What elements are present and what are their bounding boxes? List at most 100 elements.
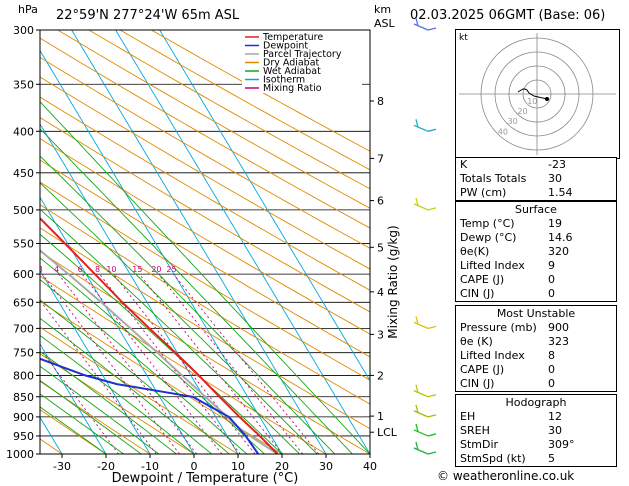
pressure-tick-label: 700 [13, 322, 34, 335]
pressure-tick-label: 300 [13, 24, 34, 37]
dry-adiabat-line [57, 30, 370, 209]
altitude-tick-label: LCL [377, 426, 398, 439]
temperature-tick-label: 0 [191, 460, 198, 473]
wet-adiabat-line [40, 393, 124, 454]
legend-label: Parcel Trajectory [263, 49, 342, 60]
mixing-ratio-label: 20 [151, 265, 161, 274]
row-value: 30 [548, 424, 562, 437]
table-section-title: Hodograph [505, 396, 567, 409]
wind-barb-flag [413, 124, 429, 132]
row-label: PW (cm) [460, 186, 507, 199]
row-label: EH [460, 410, 476, 423]
temperature-tick-label: -10 [141, 460, 159, 473]
wind-barb-feather [415, 404, 419, 414]
wet-adiabat-line [40, 208, 300, 454]
table-row: Temp (°C) 19 [456, 217, 616, 231]
row-label: Temp (°C) [460, 217, 515, 230]
mixing-ratio-label: 3 [38, 265, 43, 274]
table-row: Lifted Index 8 [456, 349, 616, 363]
legend-label: Dewpoint [263, 41, 308, 52]
wet-adiabat-line [40, 365, 160, 454]
table-row: StmSpd (kt) 5 [456, 452, 616, 466]
hodograph-table: Hodograph EH 12 SREH 30 StmDir 309° StmSpd (kt)… [455, 394, 617, 467]
wind-barb-feather [415, 197, 419, 207]
pressure-tick-label: 900 [13, 411, 34, 424]
wind-barb-flag [413, 410, 429, 418]
row-label: θe (K) [460, 335, 493, 348]
row-value: 30 [548, 172, 562, 185]
dry-adiabat-line [40, 353, 195, 454]
temperature-tick-label: 10 [231, 460, 245, 473]
temperature-tick-label: -30 [53, 460, 71, 473]
dry-adiabat-line [40, 300, 283, 454]
row-value: 5 [548, 452, 555, 465]
mixing-ratio-line [173, 273, 320, 454]
mixing-ratio-label: 4 [54, 265, 59, 274]
temperature-line [40, 216, 279, 454]
row-label: θe(K) [460, 245, 490, 258]
table-row: Pressure (mb) 900 [456, 321, 616, 335]
altitude-tick-label: 2 [377, 369, 384, 382]
table-row: CAPE (J) 0 [456, 273, 616, 287]
row-label: CIN (J) [460, 377, 495, 390]
row-value: 14.6 [548, 231, 573, 244]
pressure-tick-label: 350 [13, 78, 34, 91]
table-row: EH 12 [456, 410, 616, 424]
legend-label: Mixing Ratio [263, 83, 322, 94]
pressure-tick-label: 550 [13, 237, 34, 250]
dry-adiabat-line [40, 76, 370, 270]
dry-adiabat-line [40, 204, 370, 405]
isotherm-line [115, 30, 370, 454]
table-row: CAPE (J) 0 [456, 363, 616, 377]
isotherm-line [71, 30, 327, 454]
wind-barb-feather [415, 423, 419, 433]
legend-label: Temperature [262, 32, 323, 43]
dry-adiabat-line [40, 37, 370, 229]
row-value: 8 [548, 349, 555, 362]
mixing-ratio-axis-title: Mixing Ratio (g/kg) [386, 225, 400, 338]
dry-adiabat-line [40, 56, 370, 249]
legend-label: Isotherm [263, 75, 305, 86]
wind-barb [427, 433, 437, 437]
mixing-ratio-line [41, 273, 180, 454]
wind-barb-flag [413, 390, 429, 398]
pressure-tick-label: 850 [13, 391, 34, 404]
wind-barb-flag [413, 429, 429, 437]
table-row: θe (K) 323 [456, 335, 616, 349]
wet-adiabat-line [40, 299, 230, 454]
mixing-ratio-label: 8 [95, 265, 100, 274]
asl-unit-label: ASL [374, 17, 395, 30]
altitude-tick-label: 4 [377, 286, 384, 299]
plot-frame [39, 29, 371, 455]
isotherm-line [40, 123, 239, 454]
row-value: 900 [548, 321, 569, 334]
dry-adiabat-line [40, 251, 370, 454]
altitude-tick-label: 7 [377, 152, 384, 165]
wind-barb [427, 207, 437, 211]
row-label: StmDir [460, 438, 499, 451]
wind-barb-flag [413, 447, 429, 455]
row-value: 0 [548, 287, 555, 300]
mixing-ratio-label: 15 [132, 265, 142, 274]
temperature-tick-label: -20 [97, 460, 115, 473]
mixing-ratio-line [99, 273, 241, 454]
isotherm-line [40, 269, 151, 454]
table-row: Dewp (°C) 14.6 [456, 231, 616, 245]
wet-adiabat-line [40, 101, 370, 454]
row-label: Dewp (°C) [460, 231, 517, 244]
temperature-tick-label: 20 [275, 460, 289, 473]
km-unit-label: km [374, 3, 392, 16]
pressure-tick-label: 600 [13, 268, 34, 281]
dry-adiabat-line [40, 409, 107, 454]
row-label: CIN (J) [460, 287, 495, 300]
dry-adiabat-line [88, 30, 370, 190]
isotherm-line [40, 49, 283, 454]
row-label: SREH [460, 424, 490, 437]
altitude-tick-label: 5 [377, 241, 384, 254]
table-section-title: Surface [515, 203, 557, 216]
row-value: -23 [548, 158, 566, 171]
row-value: 320 [548, 245, 569, 258]
